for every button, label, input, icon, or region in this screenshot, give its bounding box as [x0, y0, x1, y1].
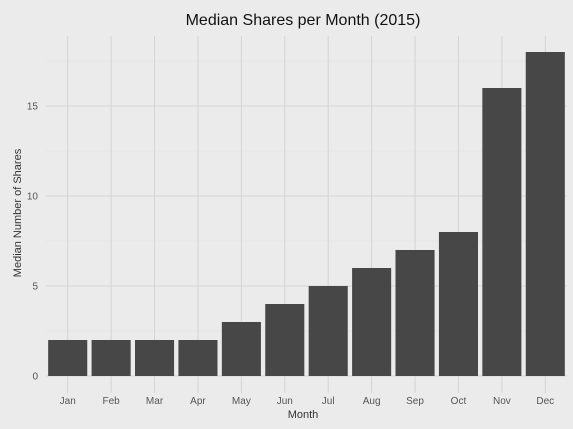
x-tick-label: Oct	[451, 396, 467, 407]
x-tick-label: Jan	[60, 396, 76, 407]
x-tick-label: Nov	[493, 396, 511, 407]
bar-feb	[91, 340, 131, 376]
x-tick-label: Jul	[322, 396, 335, 407]
y-tick-label: 10	[27, 192, 39, 203]
bar-jan	[48, 340, 88, 376]
y-tick-label: 15	[27, 102, 39, 113]
x-tick-label: Apr	[190, 396, 206, 407]
x-tick-label: Aug	[363, 396, 381, 407]
bar-nov	[482, 88, 522, 376]
x-axis-ticks: Jan Feb Mar Apr May Jun Jul Aug Sep Oct Nov Dec	[60, 396, 555, 407]
bar-may	[221, 322, 261, 376]
x-tick-label: Sep	[406, 396, 424, 407]
x-tick-label: Feb	[103, 396, 121, 407]
bar-mar	[135, 340, 175, 376]
y-tick-label: 5	[32, 282, 38, 293]
bar-aug	[352, 268, 392, 376]
bars	[48, 52, 565, 376]
y-axis-label: Median Number of Shares	[12, 148, 24, 277]
x-tick-label: May	[232, 396, 251, 407]
x-tick-label: Jun	[277, 396, 293, 407]
bar-dec	[525, 52, 565, 376]
x-tick-label: Dec	[536, 396, 554, 407]
bar-oct	[438, 232, 478, 376]
y-tick-label: 0	[32, 372, 38, 383]
x-tick-label: Mar	[146, 396, 164, 407]
bar-apr	[178, 340, 218, 376]
bar-jun	[265, 304, 305, 376]
bar-sep	[395, 250, 435, 376]
x-axis-label: Month	[288, 409, 319, 421]
chart-title: Median Shares per Month (2015)	[186, 12, 421, 29]
y-axis-ticks: 0 5 10 15	[27, 102, 39, 383]
bar-jul	[308, 286, 348, 376]
